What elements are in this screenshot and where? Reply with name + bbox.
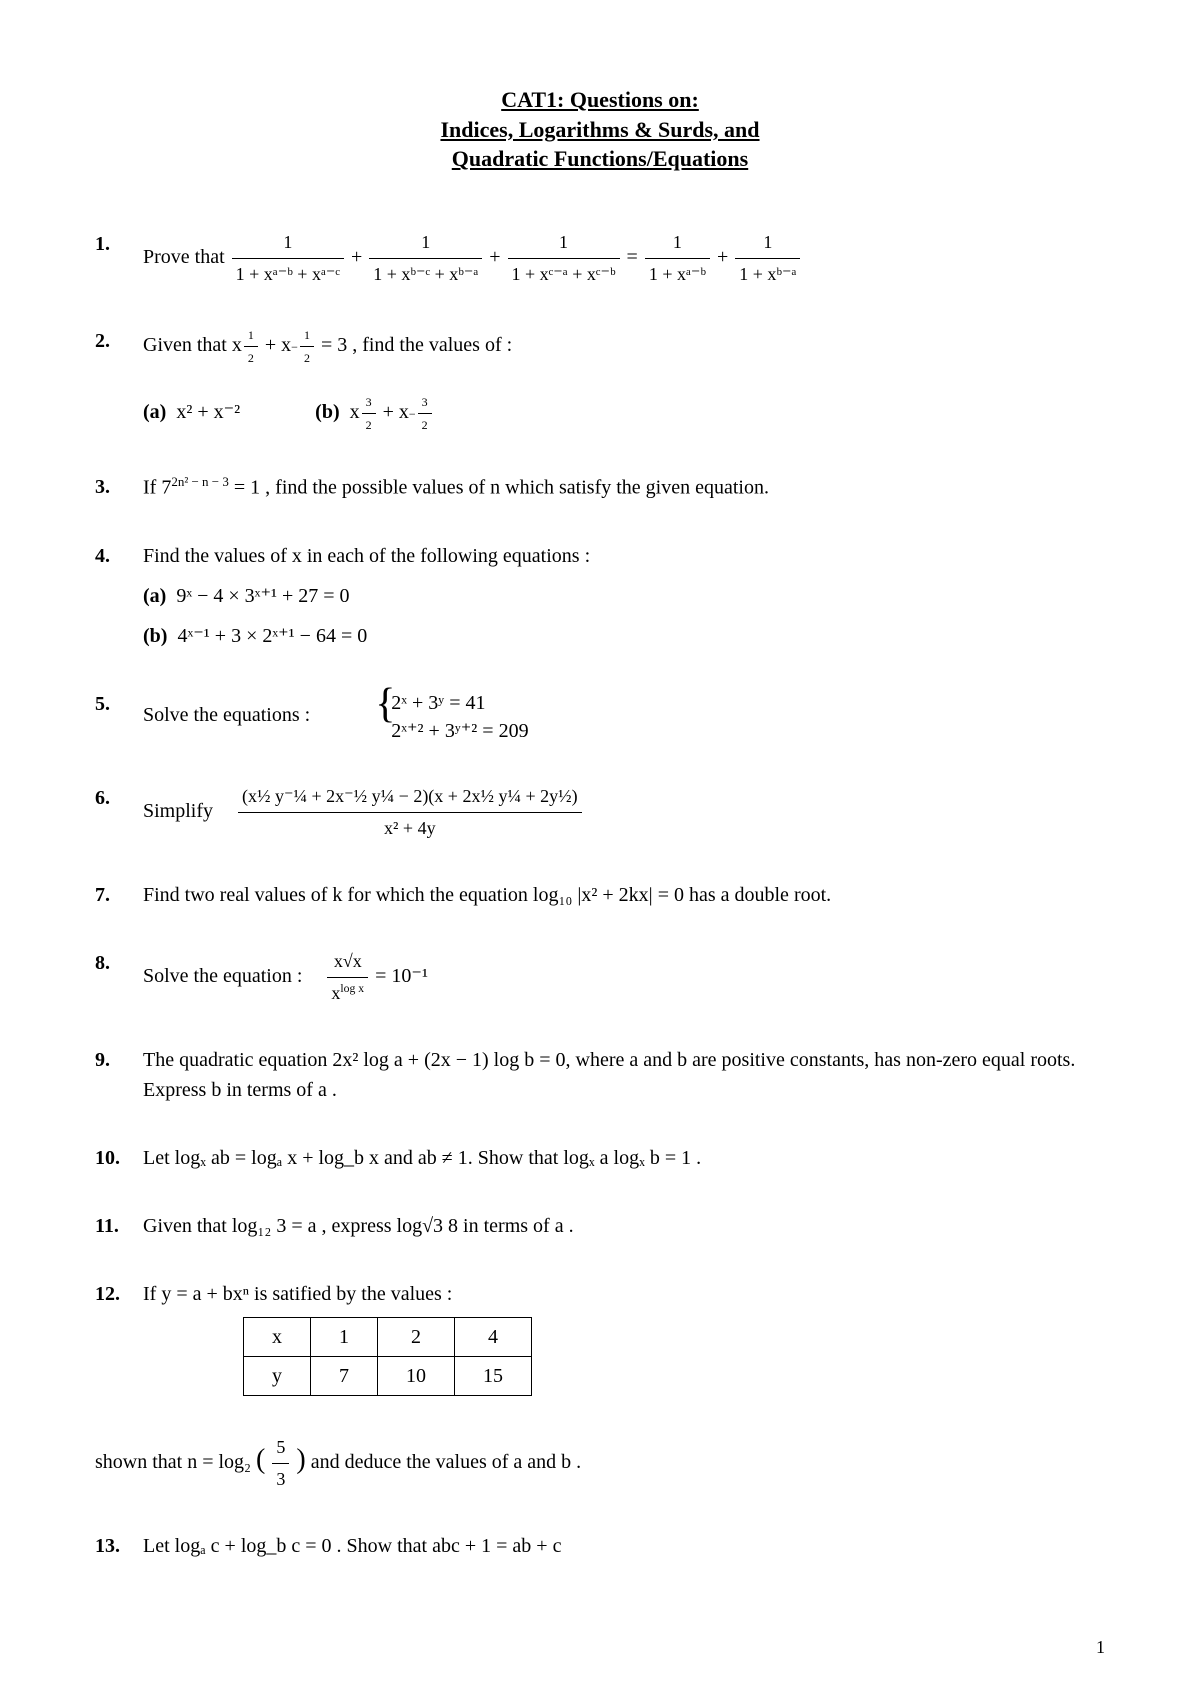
question-8: 8. Solve the equation : x√x xlog x = 10⁻… [95,948,1105,1007]
q4-part-a: (a)9ˣ − 4 × 3ˣ⁺¹ + 27 = 0 [143,581,1105,611]
q1-number: 1. [95,229,143,259]
q9-body: The quadratic equation 2x² log a + (2x −… [143,1045,1105,1105]
question-11: 11. Given that log₁₂ 3 = a , express log… [95,1211,1105,1241]
q2-part-a: (a)x² + x⁻² [143,397,240,427]
question-10: 10. Let logₓ ab = logₐ x + log_b x and a… [95,1143,1105,1173]
question-3: 3. If 72n² − n − 3 = 1 , find the possib… [95,472,1105,503]
q8-frac: x√x xlog x [327,948,368,1007]
q2-part-b: (b)x32 + x−32 [315,393,434,434]
question-4: 4. Find the values of x in each of the f… [95,541,1105,651]
q12-table: x 1 2 4 y 7 10 15 [243,1317,532,1396]
q10-body: Let logₓ ab = logₐ x + log_b x and ab ≠ … [143,1143,1105,1173]
q6-frac: (x½ y⁻¼ + 2x⁻½ y¼ − 2)(x + 2x½ y¼ + 2y½)… [238,783,582,842]
q4-number: 4. [95,541,143,571]
question-13: 13. Let logₐ c + log_b c = 0 . Show that… [95,1531,1105,1561]
q1-body: Prove that 11 + xᵃ⁻ᵇ + xᵃ⁻ᶜ + 11 + xᵇ⁻ᶜ … [143,229,1105,288]
q6-body: Simplify (x½ y⁻¼ + 2x⁻½ y¼ − 2)(x + 2x½ … [143,783,1105,842]
question-12-tail: shown that n = log₂ ( 53 ) and deduce th… [95,1434,1105,1493]
q3-body: If 72n² − n − 3 = 1 , find the possible … [143,472,1105,503]
question-12: 12. If y = a + bxⁿ is satified by the va… [95,1279,1105,1404]
q13-body: Let logₐ c + log_b c = 0 . Show that abc… [143,1531,1105,1561]
q1-frac2: 11 + xᵇ⁻ᶜ + xᵇ⁻ᵃ [369,229,482,288]
table-row: y 7 10 15 [244,1356,532,1395]
question-7: 7. Find two real values of k for which t… [95,880,1105,910]
q12-frac: 53 [272,1434,289,1493]
question-6: 6. Simplify (x½ y⁻¼ + 2x⁻½ y¼ − 2)(x + 2… [95,783,1105,842]
q4-body: Find the values of x in each of the foll… [143,541,1105,651]
q8-body: Solve the equation : x√x xlog x = 10⁻¹ [143,948,1105,1007]
q8-number: 8. [95,948,143,978]
q5-body: Solve the equations : 2ˣ + 3ʸ = 41 2ˣ⁺² … [143,689,1105,745]
title-line-1: CAT1: Questions on: [95,85,1105,115]
q3-number: 3. [95,472,143,502]
q13-number: 13. [95,1531,143,1561]
q5-number: 5. [95,689,143,719]
q1-frac1: 11 + xᵃ⁻ᵇ + xᵃ⁻ᶜ [232,229,344,288]
q1-frac4: 11 + xᵃ⁻ᵇ [645,229,710,288]
title-line-3: Quadratic Functions/Equations [95,144,1105,174]
q5-system: 2ˣ + 3ʸ = 41 2ˣ⁺² + 3ʸ⁺² = 209 [375,689,528,745]
page: CAT1: Questions on: Indices, Logarithms … [0,0,1200,1698]
q1-frac5: 11 + xᵇ⁻ᵃ [735,229,800,288]
q10-number: 10. [95,1143,143,1173]
q7-body: Find two real values of k for which the … [143,880,1105,910]
q9-number: 9. [95,1045,143,1075]
title-line-2: Indices, Logarithms & Surds, and [95,115,1105,145]
q2-body: Given that x12 + x−12 = 3 , find the val… [143,326,1105,434]
q12-body: If y = a + bxⁿ is satified by the values… [143,1279,1105,1404]
question-2: 2. Given that x12 + x−12 = 3 , find the … [95,326,1105,434]
q4-part-b: (b)4ˣ⁻¹ + 3 × 2ˣ⁺¹ − 64 = 0 [143,621,1105,651]
question-5: 5. Solve the equations : 2ˣ + 3ʸ = 41 2ˣ… [95,689,1105,745]
title-block: CAT1: Questions on: Indices, Logarithms … [95,85,1105,174]
q12-number: 12. [95,1279,143,1309]
q11-body: Given that log₁₂ 3 = a , express log√3 8… [143,1211,1105,1241]
page-number: 1 [1096,1637,1105,1658]
question-9: 9. The quadratic equation 2x² log a + (2… [95,1045,1105,1105]
q1-frac3: 11 + xᶜ⁻ᵃ + xᶜ⁻ᵇ [508,229,620,288]
q7-number: 7. [95,880,143,910]
table-row: x 1 2 4 [244,1317,532,1356]
q2-number: 2. [95,326,143,356]
question-1: 1. Prove that 11 + xᵃ⁻ᵇ + xᵃ⁻ᶜ + 11 + xᵇ… [95,229,1105,288]
q11-number: 11. [95,1211,143,1241]
q6-number: 6. [95,783,143,813]
q1-lead: Prove that [143,246,225,268]
